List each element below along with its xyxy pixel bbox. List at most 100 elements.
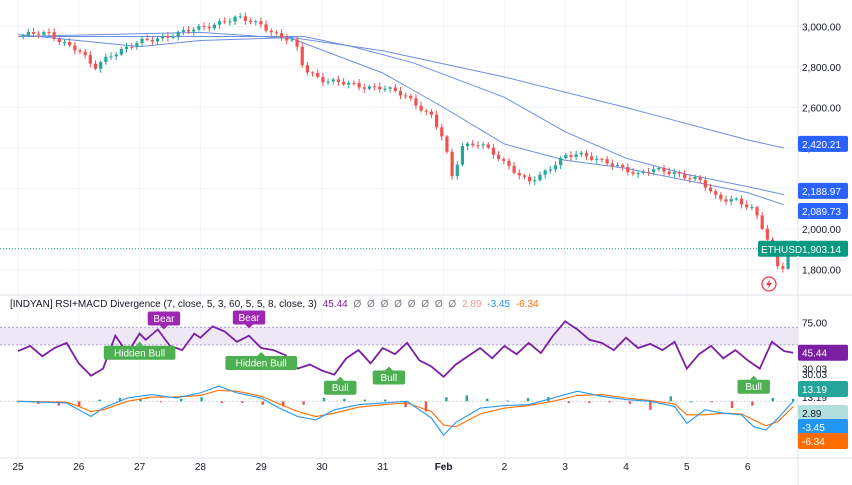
histogram-bar <box>98 399 101 402</box>
candle-body <box>559 158 563 166</box>
time-tick-label: 31 <box>377 462 389 473</box>
label-pointer <box>336 376 345 381</box>
candle-body <box>290 39 294 41</box>
histogram-bar <box>384 399 387 402</box>
candle-body <box>605 159 609 164</box>
tag-text: -3.45 <box>802 423 825 434</box>
histogram-bar <box>730 401 734 409</box>
signal-line <box>17 389 794 428</box>
time-tick-label: 2 <box>502 462 508 473</box>
tag-box <box>798 433 848 449</box>
macd-tick-label: 30.03 <box>802 370 827 381</box>
candle-body <box>445 136 449 152</box>
histogram-value: 2.89 <box>461 299 482 310</box>
tag-text: 2,089.73 <box>802 207 841 218</box>
candle-body <box>703 180 707 188</box>
time-tick-label: 27 <box>134 462 146 473</box>
label-text: Bull <box>381 373 398 384</box>
bull-label: Hidden Bull <box>103 341 176 360</box>
candle-body <box>83 51 87 56</box>
candle-body <box>719 194 723 200</box>
histogram-bar <box>363 399 366 402</box>
candle-body <box>155 38 160 42</box>
candle-body <box>259 21 263 25</box>
candle-body <box>130 46 134 48</box>
candle-body <box>734 198 738 200</box>
zero-value: Ø <box>448 299 457 310</box>
moving-average-line <box>18 36 785 196</box>
candle-body <box>636 172 640 174</box>
candle-body <box>300 46 304 66</box>
histogram-bar <box>37 401 40 404</box>
zero-value: Ø <box>353 299 362 310</box>
candle-body <box>124 46 129 49</box>
label-pointer <box>159 325 168 330</box>
indicator-legend[interactable]: [INDYAN] RSI+MACD Divergence (7, close, … <box>10 299 542 310</box>
label-box <box>737 379 770 394</box>
tag-text: -6.34 <box>802 437 825 448</box>
price-tick-label: 1,800.00 <box>802 266 841 277</box>
zero-value: Ø <box>380 299 389 310</box>
macd-value: -3.45 <box>487 299 511 310</box>
histogram-bar <box>180 398 183 402</box>
label-text: Bull <box>745 382 762 393</box>
candle-body <box>502 159 506 161</box>
alert-icon[interactable] <box>761 276 777 292</box>
candle-body <box>233 16 237 22</box>
label-text: Bear <box>153 314 175 325</box>
candle-body <box>528 176 532 182</box>
candle-body <box>507 160 511 166</box>
macd-pane <box>0 385 798 436</box>
time-tick-label: 30 <box>316 462 328 473</box>
candle-body <box>698 177 702 181</box>
candle-body <box>522 175 527 177</box>
candle-body <box>491 147 496 155</box>
label-box <box>324 380 357 395</box>
candle-body <box>378 86 382 90</box>
candle-body <box>765 228 769 240</box>
symbol-tag: ETHUSD <box>758 240 802 257</box>
tag-box <box>798 135 848 152</box>
histogram-bar <box>322 397 326 402</box>
price-tick-label: 2,600.00 <box>802 103 841 114</box>
tag-box <box>798 419 848 435</box>
zero-value: Ø <box>421 299 430 310</box>
label-box <box>372 370 406 385</box>
candle-body <box>393 87 397 91</box>
tag-box <box>798 405 848 421</box>
tag-text: 45.44 <box>802 349 827 360</box>
candle-body <box>388 87 392 89</box>
candle-body <box>145 38 149 40</box>
time-axis[interactable]: 25 26 27 28 29 30 31 Feb 2 3 4 5 6 <box>12 462 750 473</box>
histogram-bar <box>241 401 244 404</box>
candle-body <box>21 35 25 37</box>
histogram-bar <box>710 401 713 403</box>
time-tick-label: 6 <box>745 462 751 473</box>
candle-body <box>207 26 211 29</box>
candle-body <box>202 26 206 28</box>
tag-text: 1,903.14 <box>802 245 841 256</box>
bull-label: Bull <box>737 375 770 394</box>
candle-body <box>481 144 485 146</box>
macd-value-tag: -3.45 <box>798 419 848 435</box>
candle-body <box>316 72 320 77</box>
candle-body <box>331 79 335 82</box>
tag-text: 2,420.21 <box>802 140 841 151</box>
candle-body <box>409 95 413 99</box>
moving-average-line <box>17 34 785 149</box>
moving-averages <box>17 31 785 206</box>
candle-body <box>760 215 764 229</box>
candle-body <box>341 81 346 85</box>
histogram-bar <box>343 398 346 402</box>
hist_light-value-tag: 2.89 <box>798 405 848 421</box>
candle-body <box>667 171 671 174</box>
candle-body <box>414 98 418 106</box>
candle-body <box>140 38 144 44</box>
candle-body <box>745 204 749 208</box>
candle-body <box>119 48 123 55</box>
time-tick-label: 4 <box>623 462 629 473</box>
candle-body <box>248 20 253 23</box>
candle-body <box>574 154 578 157</box>
histogram-bar <box>567 401 570 404</box>
